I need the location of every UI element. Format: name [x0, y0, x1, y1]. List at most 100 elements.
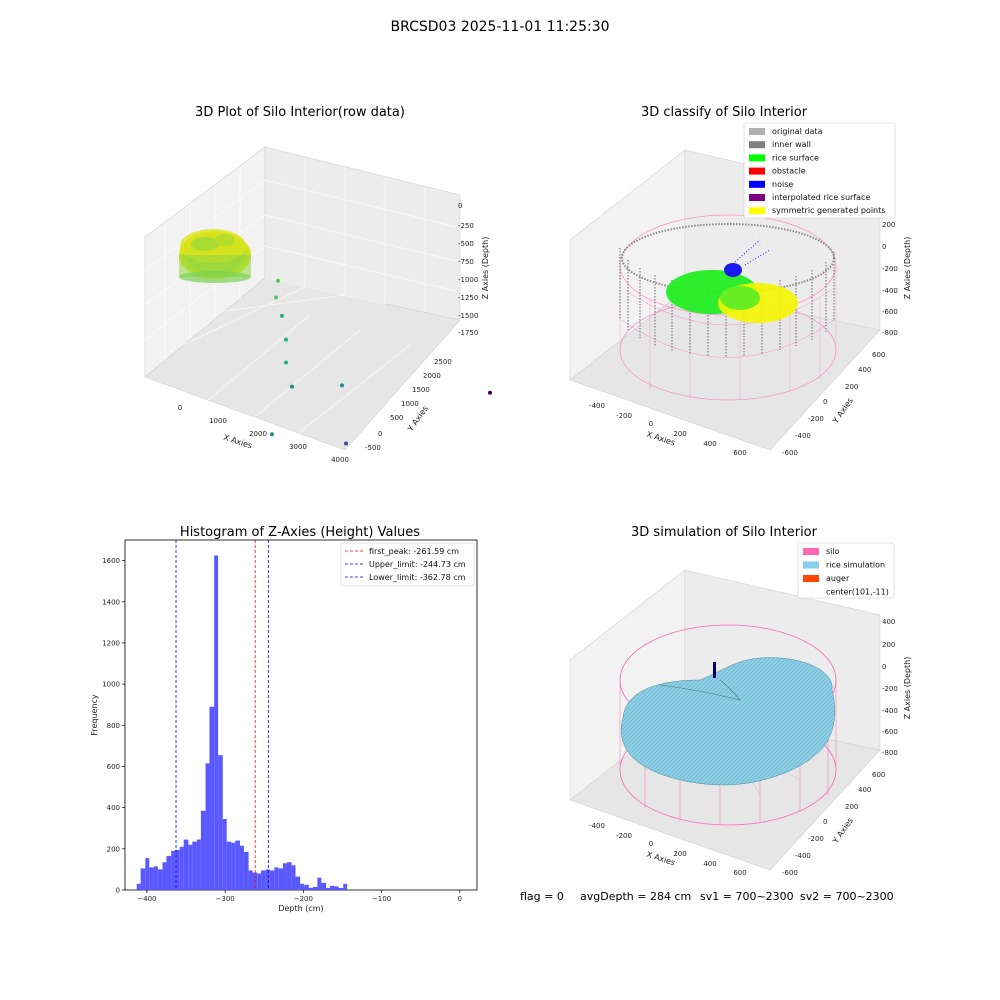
hist-bar [175, 849, 180, 890]
hist-bar [209, 706, 215, 890]
panel-classify: 3D classify of Silo Interior original [569, 105, 912, 457]
raw-x-tick: 3000 [289, 443, 307, 451]
hist-x-tick-label: −100 [372, 895, 391, 903]
raw-y-tick: 500 [390, 414, 403, 422]
raw-x-tick: 1000 [209, 417, 227, 425]
panel-classify-title: 3D classify of Silo Interior [641, 105, 808, 120]
hist-bar [153, 866, 158, 890]
sim-legend-label: center(101,-11) [826, 588, 889, 597]
hist-title: Histogram of Z-Axies (Height) Values [180, 525, 420, 540]
sim-y-tick: 0 [823, 818, 827, 826]
hist-bar [291, 865, 296, 890]
hist-bar [235, 840, 240, 890]
hist-x-tick-label: 0 [458, 895, 462, 903]
sim-legend: silo rice simulation auger center(101,-11) [797, 542, 895, 599]
classify-legend-swatch [749, 194, 765, 201]
raw-axis-ticks: 0 1000 2000 3000 4000 X Axies -500 0 500… [178, 202, 490, 464]
hist-bar [205, 763, 210, 890]
status-sv1: sv1 = 700~2300 [700, 890, 794, 903]
hist-bar [196, 839, 201, 890]
status-sv2: sv2 = 700~2300 [800, 890, 894, 903]
classify-z-tick: -800 [882, 329, 898, 337]
panel-simulation-title: 3D simulation of Silo Interior [631, 525, 818, 540]
classify-x-tick: 0 [649, 420, 653, 428]
hist-bar [145, 858, 150, 890]
sim-z-tick: 0 [882, 663, 886, 671]
hist-bar [326, 887, 330, 890]
sim-y-tick: -400 [795, 852, 811, 860]
hist-bar [312, 886, 318, 890]
hist-bar [283, 863, 287, 890]
classify-y-label: Y Axies [830, 396, 855, 426]
sim-legend-swatch [803, 548, 819, 555]
hist-bar [274, 867, 279, 890]
panel-raw-title: 3D Plot of Silo Interior(row data) [195, 105, 405, 120]
raw-y-tick: 0 [378, 430, 382, 438]
hist-y-tick-label: 1200 [102, 639, 120, 647]
hist-bar [183, 839, 189, 890]
sim-z-tick: -400 [882, 707, 898, 715]
raw-x-tick: 4000 [331, 456, 349, 464]
raw-z-tick: -1250 [458, 294, 478, 302]
hist-bar [329, 885, 335, 890]
raw-y-tick: 1500 [412, 386, 430, 394]
panel-raw-data: 3D Plot of Silo Interior(row data) 0 [144, 105, 492, 464]
hist-y-tick-label: 1600 [102, 557, 120, 565]
raw-y-tick: 2000 [423, 372, 441, 380]
sim-y-tick: -200 [808, 835, 824, 843]
hist-bar [257, 873, 262, 890]
sim-x-tick: 200 [673, 850, 686, 858]
hist-bar [334, 886, 339, 890]
hist-bar [140, 868, 146, 890]
raw-z-tick: 0 [458, 202, 462, 210]
raw-outlier-point [344, 441, 348, 446]
sim-z-tick: -800 [882, 749, 898, 757]
figure-suptitle: BRCSD03 2025-11-01 11:25:30 [390, 19, 609, 35]
status-line: flag = 0 avgDepth = 284 cm sv1 = 700~230… [520, 890, 894, 903]
hist-x-tick-label: −300 [216, 895, 235, 903]
classify-y-tick: 600 [872, 351, 885, 359]
hist-bar [243, 851, 249, 890]
hist-y-tick-label: 1400 [102, 598, 120, 606]
hist-bar [214, 555, 219, 890]
classify-y-tick: 0 [823, 398, 827, 406]
sim-y-tick: 400 [858, 786, 871, 794]
classify-z-tick: -400 [882, 287, 898, 295]
classify-x-label: X Axies [645, 430, 676, 448]
raw-y-tick: 1000 [401, 400, 419, 408]
sim-z-tick: 200 [882, 641, 895, 649]
raw-z-tick: -250 [458, 222, 474, 230]
hist-bar [338, 887, 344, 890]
classify-legend-swatch [749, 180, 765, 188]
hist-y-label: Frequency [90, 694, 99, 736]
panel-histogram: Histogram of Z-Axies (Height) Values −40… [90, 525, 478, 913]
raw-outlier-point [488, 390, 492, 395]
raw-outlier-point [284, 337, 288, 342]
panel-simulation: 3D simulation of Silo Interior silo rice … [520, 525, 912, 903]
sim-x-tick: 0 [649, 840, 653, 848]
classify-y-tick: -400 [795, 432, 811, 440]
classify-legend-label: noise [772, 180, 793, 189]
classify-legend-label: original data [772, 127, 823, 136]
sim-z-tick: 400 [882, 618, 895, 626]
sim-z-label: Z Axies (Depth) [903, 657, 912, 720]
classify-z-tick: -200 [882, 265, 898, 273]
hist-bar [222, 818, 227, 890]
classify-x-tick: 400 [703, 440, 716, 448]
raw-3d-box [144, 146, 461, 451]
hist-bar [231, 842, 236, 890]
classify-z-tick: 0 [882, 243, 886, 251]
hist-bar [269, 870, 275, 890]
classify-legend: original data inner wall rice surface obsta… [743, 122, 896, 219]
sim-x-tick: 600 [733, 869, 746, 877]
raw-z-tick: -1000 [458, 276, 478, 284]
raw-outlier-points [270, 278, 492, 446]
hist-reference-lines [175, 540, 269, 890]
hist-bar [188, 844, 193, 890]
hist-bar [308, 887, 313, 890]
hist-y-ticks: 0 200 400 600 800 1000 1200 1400 1600 [102, 557, 125, 895]
hist-x-tick-label: −200 [294, 895, 313, 903]
hist-bar [304, 884, 309, 890]
classify-legend-swatch [749, 128, 765, 135]
